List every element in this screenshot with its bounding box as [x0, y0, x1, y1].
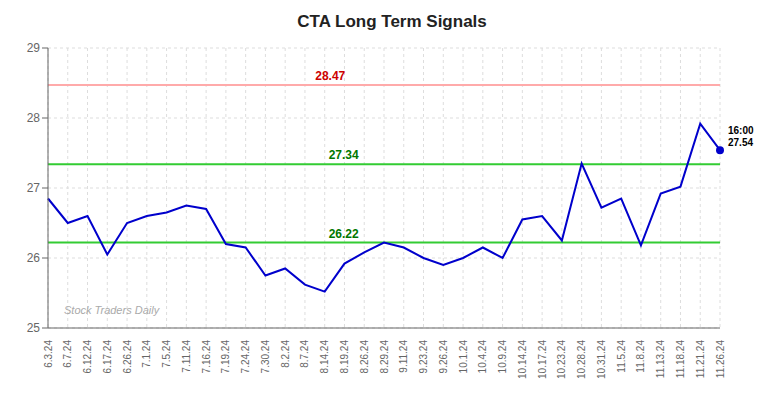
svg-text:10.9.24: 10.9.24 — [497, 340, 508, 374]
svg-text:8.14.24: 8.14.24 — [319, 340, 330, 374]
svg-text:7.5.24: 7.5.24 — [161, 340, 172, 368]
html-text:CTA Long Term Signals: CTA Long Term Signals — [297, 12, 487, 31]
svg-text:7.1.24: 7.1.24 — [141, 340, 152, 368]
svg-text:26.22: 26.22 — [329, 227, 359, 241]
html-text:Stock Traders Daily: Stock Traders Daily — [64, 304, 160, 316]
svg-text:28.47: 28.47 — [315, 69, 345, 83]
svg-text:7.11.24: 7.11.24 — [181, 340, 192, 373]
svg-text:11.5.24: 11.5.24 — [616, 340, 627, 373]
svg-text:25: 25 — [27, 321, 41, 335]
svg-text:11.26.24: 11.26.24 — [715, 340, 726, 379]
svg-text:6.12.24: 6.12.24 — [82, 340, 93, 374]
svg-text:6.7.24: 6.7.24 — [62, 340, 73, 368]
svg-text:11.8.24: 11.8.24 — [635, 340, 646, 373]
svg-text:28: 28 — [27, 111, 41, 125]
svg-text:7.30.24: 7.30.24 — [260, 340, 271, 374]
svg-text:29: 29 — [27, 41, 41, 55]
svg-text:27.34: 27.34 — [329, 148, 359, 162]
svg-text:9.26.24: 9.26.24 — [438, 340, 449, 374]
svg-text:10.28.24: 10.28.24 — [576, 340, 587, 379]
svg-text:27: 27 — [27, 181, 41, 195]
svg-text:26: 26 — [27, 251, 41, 265]
svg-text:8.29.24: 8.29.24 — [379, 340, 390, 374]
svg-text:9.11.24: 9.11.24 — [398, 340, 409, 373]
svg-text:7.19.24: 7.19.24 — [220, 340, 231, 374]
svg-text:10.14.24: 10.14.24 — [517, 340, 528, 379]
svg-text:10.23.24: 10.23.24 — [556, 340, 567, 379]
svg-text:6.17.24: 6.17.24 — [102, 340, 113, 374]
svg-text:9.23.24: 9.23.24 — [418, 340, 429, 374]
svg-text:8.26.24: 8.26.24 — [359, 340, 370, 374]
svg-text:8.7.24: 8.7.24 — [299, 340, 310, 368]
svg-text:11.18.24: 11.18.24 — [675, 340, 686, 379]
svg-text:7.16.24: 7.16.24 — [201, 340, 212, 374]
svg-text:7.24.24: 7.24.24 — [240, 340, 251, 374]
svg-text:11.13.24: 11.13.24 — [655, 340, 666, 379]
svg-text:6.3.24: 6.3.24 — [43, 340, 54, 368]
svg-text:16:0027.54: 16:0027.54 — [728, 125, 754, 148]
svg-text:8.2.24: 8.2.24 — [280, 340, 291, 368]
svg-text:6.26.24: 6.26.24 — [122, 340, 133, 374]
svg-text:10.1.24: 10.1.24 — [458, 340, 469, 374]
svg-text:10.17.24: 10.17.24 — [537, 340, 548, 379]
svg-text:10.4.24: 10.4.24 — [477, 340, 488, 374]
svg-text:8.19.24: 8.19.24 — [339, 340, 350, 374]
svg-text:11.21.24: 11.21.24 — [695, 340, 706, 379]
svg-text:10.31.24: 10.31.24 — [596, 340, 607, 379]
